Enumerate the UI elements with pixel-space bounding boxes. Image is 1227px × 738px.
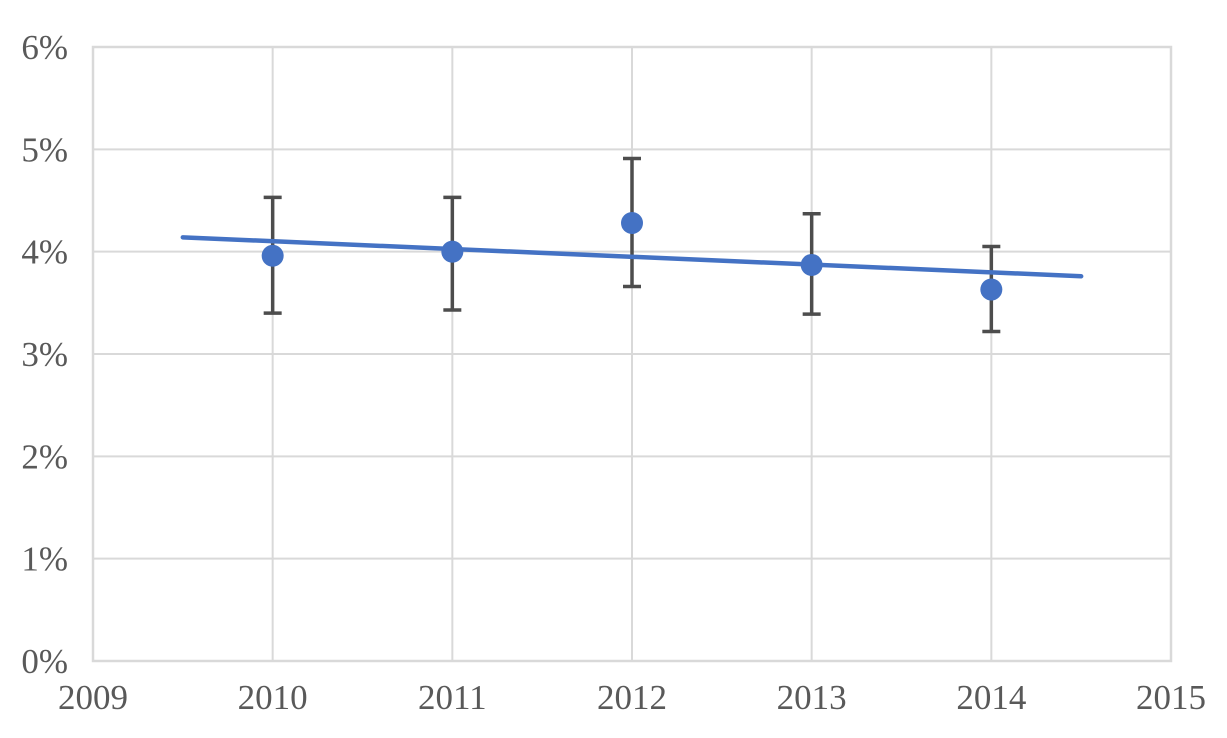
x-axis-label-2015: 2015 xyxy=(1136,678,1206,717)
y-axis-label-6pct: 6% xyxy=(21,28,68,67)
x-axis-label-2012: 2012 xyxy=(597,678,667,717)
y-axis-label-5pct: 5% xyxy=(21,130,68,169)
x-axis-label-2011: 2011 xyxy=(418,678,487,717)
x-axis-label-2010: 2010 xyxy=(238,678,308,717)
data-point-2012 xyxy=(621,212,643,235)
plot-area-border xyxy=(91,45,1173,663)
data-point-2014 xyxy=(980,278,1003,301)
y-axis-label-1pct: 1% xyxy=(21,540,68,579)
y-axis-label-2pct: 2% xyxy=(21,437,68,476)
y-axis-label-4pct: 4% xyxy=(21,233,68,272)
y-axis-label-0pct: 0% xyxy=(21,642,68,681)
x-axis-label-2009: 2009 xyxy=(58,678,128,717)
trend-line xyxy=(180,235,1084,279)
data-point-2011 xyxy=(441,240,464,263)
data-point-2010 xyxy=(261,244,284,267)
x-axis-label-2013: 2013 xyxy=(777,678,847,717)
y-axis-label-3pct: 3% xyxy=(21,335,68,374)
x-axis-label-2014: 2014 xyxy=(956,678,1026,717)
